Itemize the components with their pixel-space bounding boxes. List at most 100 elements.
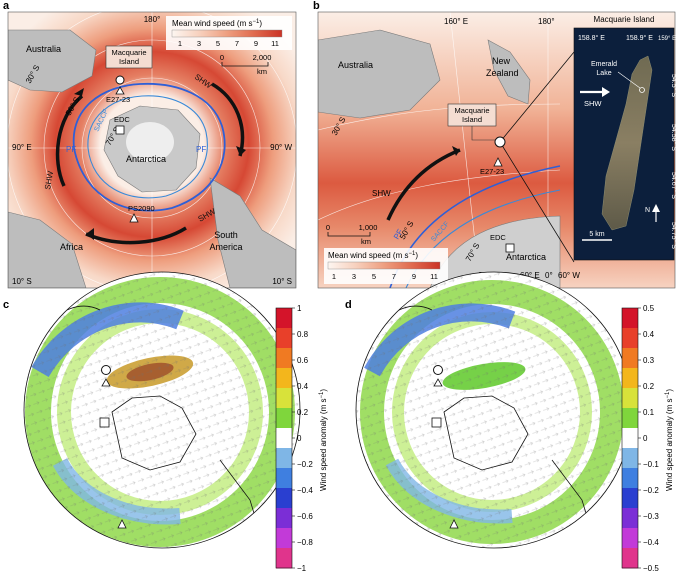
australia-landmass-b (318, 29, 441, 119)
lon-label-60e-b: 60° E (520, 271, 540, 280)
label-antarctica-a: Antarctica (126, 154, 166, 164)
legend-tick: 9 (254, 39, 258, 48)
label-shw-a2: SHW (43, 170, 55, 190)
label-antarctica-b: Antarctica (506, 252, 546, 262)
svg-text:Island: Island (119, 57, 139, 66)
colorbar-tick-label: 0.1 (643, 408, 655, 417)
legend-colorbar-a (171, 29, 283, 38)
colorbar-tick-label: −0.2 (297, 460, 313, 469)
inset-lon-tick: 159° E (658, 36, 676, 42)
colorbar-segment (276, 328, 292, 349)
colorbar-tick-label: −0.4 (297, 486, 313, 495)
label-pf-a2: PF (196, 145, 206, 154)
colorbar-segment (622, 508, 638, 529)
label-pf-b: PF (392, 228, 405, 241)
colorbar-tick-label: −0.4 (643, 538, 659, 547)
inset-lat-tick: 54.58° S (670, 124, 678, 151)
svg-text:E27-23: E27-23 (106, 95, 130, 104)
legend-title-b: Mean wind speed (m s−1) (328, 251, 418, 260)
legend-tick: 5 (372, 272, 376, 281)
inset-shw-label: SHW (584, 99, 602, 108)
label-south-america-line1-a: South (214, 230, 238, 240)
island-shape (601, 55, 653, 231)
colorbar-tick-label: 0.4 (297, 382, 309, 391)
scalebar-a: 0 2,000 km (220, 53, 271, 76)
colorbar-segment (276, 428, 292, 449)
lon-label-160e-b: 160° E (444, 17, 468, 26)
lon-label-180-a: 180° (144, 15, 161, 24)
ps2090-marker-d (449, 519, 459, 529)
inset-lat-tick: 54.67° S (670, 172, 678, 199)
colorbar-tick-label: −0.5 (643, 564, 659, 573)
ps2090-marker-c (117, 519, 127, 529)
colorbar-tick-label: 0.2 (643, 382, 655, 391)
africa-landmass (8, 211, 87, 288)
lon-label-60w-b: 60° W (558, 271, 580, 280)
legend-tick: 1 (332, 272, 336, 281)
colorbar-segment (276, 548, 292, 569)
colorbar-segment (276, 448, 292, 469)
legend-title-a: Mean wind speed (m s−1) (172, 19, 262, 28)
south-america-landmass (209, 177, 296, 288)
colorbar-segment (276, 368, 292, 389)
shw-arrow-b (386, 148, 461, 221)
site-macquarie-b: Macquarie Island E27-23 (447, 103, 506, 176)
label-shw-b: SHW (372, 189, 391, 198)
shw-arrow-west (55, 94, 84, 187)
macquarie-marker-c (101, 365, 111, 375)
label-new-b: New (492, 56, 511, 66)
svg-text:Macquarie: Macquarie (111, 48, 146, 57)
colorbar-tick-label: 0 (297, 434, 302, 443)
label-pf-a1: PF (66, 145, 76, 154)
emerald-lake-label-2: Lake (596, 70, 611, 77)
svg-text:EDC: EDC (114, 115, 130, 124)
site-ps2090-a: PS2090 (128, 204, 155, 223)
colorbar-tick-label: 0.3 (643, 356, 655, 365)
emerald-lake-marker (639, 87, 645, 93)
svg-text:E27-23: E27-23 (480, 167, 504, 176)
inset-lon-tick: 158.9° E (626, 34, 653, 42)
colorbar-segment (276, 508, 292, 529)
legend-colorbar-b (327, 261, 441, 270)
label-australia-a: Australia (26, 44, 61, 54)
colorbar-segment (622, 308, 638, 329)
colorbar-segment (622, 348, 638, 369)
inset-scale-label: 5 km (589, 231, 604, 238)
inset-lat-tick: 54.5° S (670, 74, 678, 97)
panel-letter-a: a (3, 0, 10, 12)
svg-text:Macquarie: Macquarie (454, 106, 489, 115)
panel-c: c 1 0.8 0.6 0.4 0.2 0 −0.2 −0.4 −0.6 −0.8 −1 Wind … (3, 271, 328, 573)
inset-title: Macquarie Island (594, 15, 655, 24)
colorbar-c: 1 0.8 0.6 0.4 0.2 0 −0.2 −0.4 −0.6 −0.8 −1 Wind sp… (275, 304, 328, 573)
legend-b: Mean wind speed (m s−1) 1 3 5 7 9 11 (324, 248, 448, 284)
colorbar-segment (622, 468, 638, 489)
colorbar-tick-label: −0.1 (643, 460, 659, 469)
colorbar-tick-label: 1 (297, 304, 302, 313)
legend-tick: 3 (352, 272, 356, 281)
svg-text:1,000: 1,000 (359, 223, 378, 232)
scalebar-b: 0 1,000 km (326, 223, 377, 246)
colorbar-segment (622, 368, 638, 389)
colorbar-segment (622, 408, 638, 429)
lat-label-br-a: 10° S (272, 277, 292, 286)
colorbar-tick-label: 0.2 (297, 408, 309, 417)
label-south-america-line2-a: America (209, 242, 242, 252)
legend-tick: 7 (392, 272, 396, 281)
legend-tick: 11 (430, 272, 438, 281)
polar-front-a (72, 82, 226, 212)
legend-tick: 1 (178, 39, 182, 48)
panel-a: a Mean wind speed (m s−1) 1 3 5 7 9 11 0… (3, 0, 297, 289)
label-zealand-b: Zealand (486, 68, 519, 78)
panel-letter-c: c (3, 299, 9, 311)
legend-tick: 3 (197, 39, 201, 48)
colorbar-tick-label: 0.6 (297, 356, 309, 365)
svg-text:N: N (645, 207, 650, 214)
core-marker-d (433, 378, 443, 387)
lon-label-0-b: 0° (545, 271, 553, 280)
panel-letter-d: d (345, 299, 352, 311)
colorbar-segment (622, 548, 638, 569)
site-macquarie-a: Macquarie Island E27-23 (105, 45, 153, 104)
colorbar-segment (276, 408, 292, 429)
colorbar-segment (622, 388, 638, 409)
